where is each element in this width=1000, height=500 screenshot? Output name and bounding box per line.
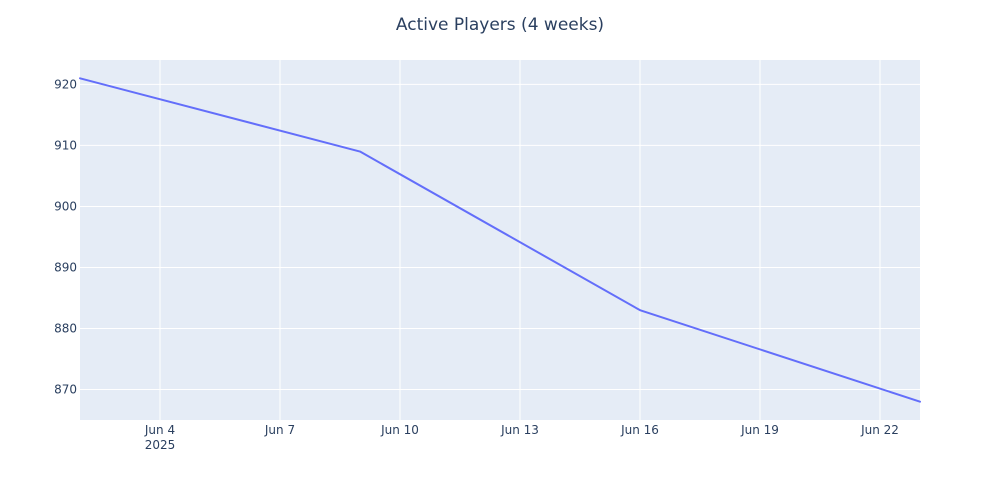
grid-lines	[80, 60, 920, 420]
y-axis-ticks: 870 880 890 900 910 920	[54, 77, 77, 396]
y-tick-label: 900	[54, 199, 77, 213]
y-tick-label: 890	[54, 260, 77, 274]
x-axis-ticks: Jun 4 Jun 7 Jun 10 Jun 13 Jun 16 Jun 19 Jun 22…	[144, 423, 899, 452]
chart-title: Active Players (4 weeks)	[396, 15, 604, 35]
y-tick-label: 920	[54, 77, 77, 91]
x-tick-label: Jun 7	[264, 423, 295, 437]
x-tick-label: Jun 22	[860, 423, 899, 437]
series-layer	[79, 77, 921, 403]
x-tick-label: Jun 4	[144, 423, 175, 437]
x-tick-label: Jun 13	[500, 423, 539, 437]
x-year-label: 2025	[145, 438, 176, 452]
y-tick-label: 880	[54, 321, 77, 335]
y-tick-label: 870	[54, 382, 77, 396]
plot-area	[80, 60, 920, 420]
x-tick-label: Jun 19	[740, 423, 779, 437]
x-tick-label: Jun 10	[380, 423, 419, 437]
y-tick-label: 910	[54, 138, 77, 152]
series-line	[79, 77, 921, 403]
x-tick-label: Jun 16	[620, 423, 659, 437]
